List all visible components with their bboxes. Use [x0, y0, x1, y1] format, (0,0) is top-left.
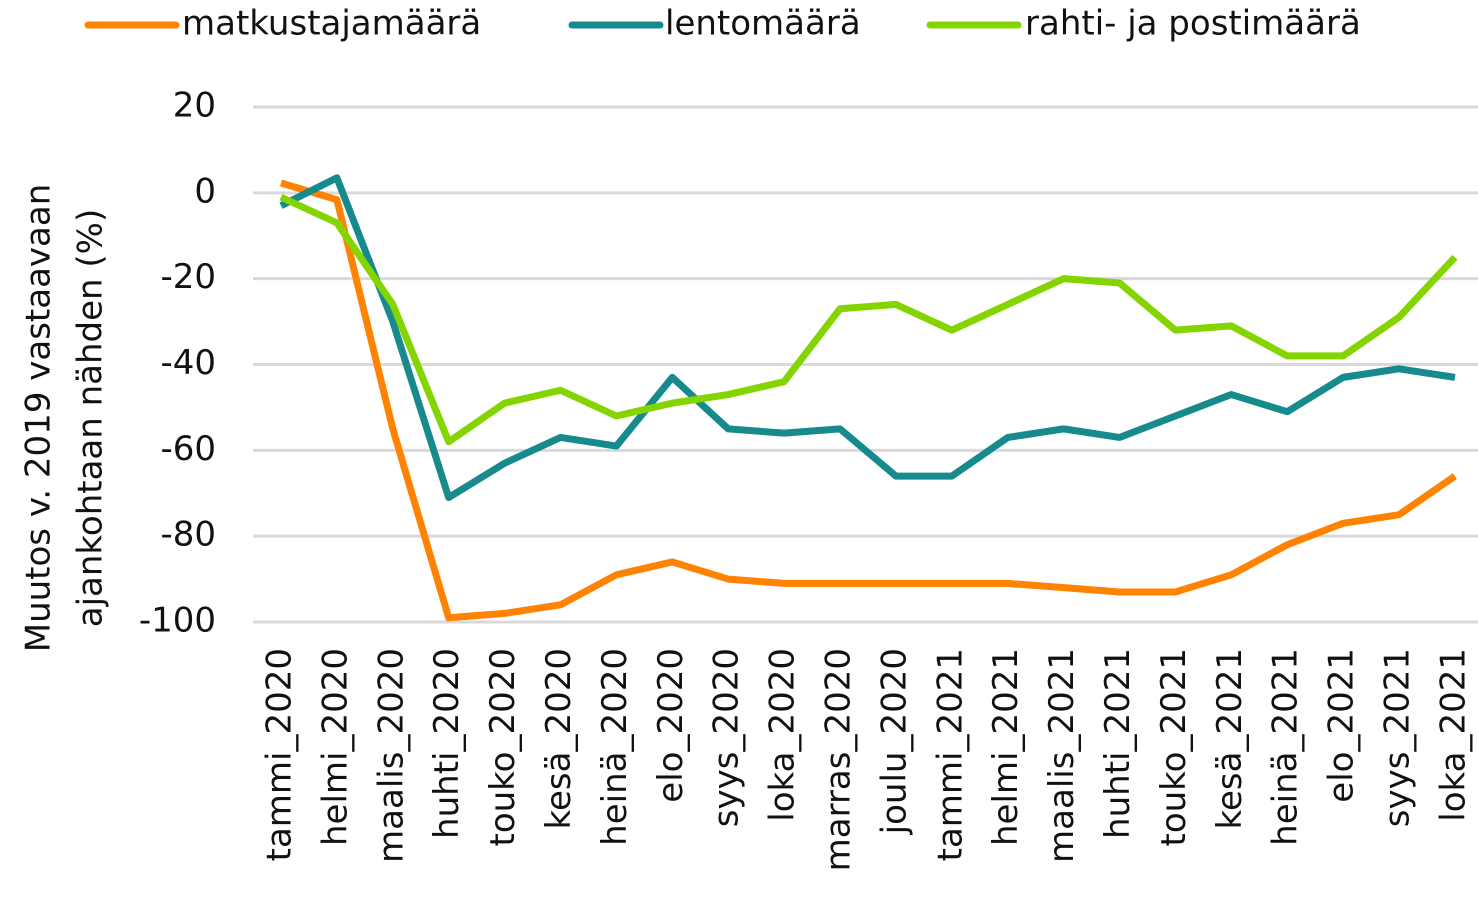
y-tick-label: -100 [139, 601, 216, 641]
x-tick-label: touko_2020 [483, 648, 523, 847]
x-tick-label: tammi_2020 [260, 648, 300, 861]
x-tick-label: syys_2020 [707, 648, 747, 827]
x-tick-label: maalis_2020 [371, 648, 411, 863]
x-tick-label: syys_2021 [1378, 648, 1418, 827]
legend-label: rahti- ja postimäärä [1025, 4, 1361, 44]
series-line [279, 193, 1458, 446]
x-tick-label: tammi_2021 [930, 648, 970, 861]
x-tick-label: elo_2020 [651, 648, 691, 803]
x-tick-label: huhti_2021 [1098, 648, 1138, 839]
series-line [279, 174, 1456, 502]
y-tick-label: 0 [194, 171, 216, 211]
x-tick-label: heinä_2020 [595, 648, 635, 846]
x-tick-label: loka_2020 [763, 648, 803, 822]
y-axis-label: ajankohtaan nähden (%) [71, 209, 111, 627]
y-tick-label: -60 [160, 429, 216, 469]
series-line [279, 179, 1457, 622]
x-tick-label: helmi_2020 [315, 648, 355, 846]
x-tick-label: kesä_2020 [539, 648, 579, 829]
y-tick-label: 20 [173, 86, 216, 126]
x-tick-label: loka_2021 [1433, 648, 1473, 822]
x-tick-label: heinä_2021 [1266, 648, 1306, 846]
x-tick-label: helmi_2021 [986, 648, 1026, 846]
x-tick-label: kesä_2021 [1210, 648, 1250, 829]
y-tick-label: -80 [160, 515, 216, 555]
x-tick-label: huhti_2020 [427, 648, 467, 839]
y-axis-label: Muutos v. 2019 vastaavaan [19, 184, 59, 653]
y-tick-label: -40 [160, 343, 216, 383]
legend-label: lentomäärä [665, 4, 861, 44]
x-tick-label: maalis_2021 [1042, 648, 1082, 863]
legend-label: matkustajamäärä [182, 4, 481, 44]
x-tick-label: joulu_2020 [874, 648, 914, 835]
y-tick-label: -20 [160, 257, 216, 297]
x-tick-label: marras_2020 [819, 648, 859, 871]
x-tick-label: touko_2021 [1154, 648, 1194, 847]
x-tick-label: elo_2021 [1322, 648, 1362, 803]
